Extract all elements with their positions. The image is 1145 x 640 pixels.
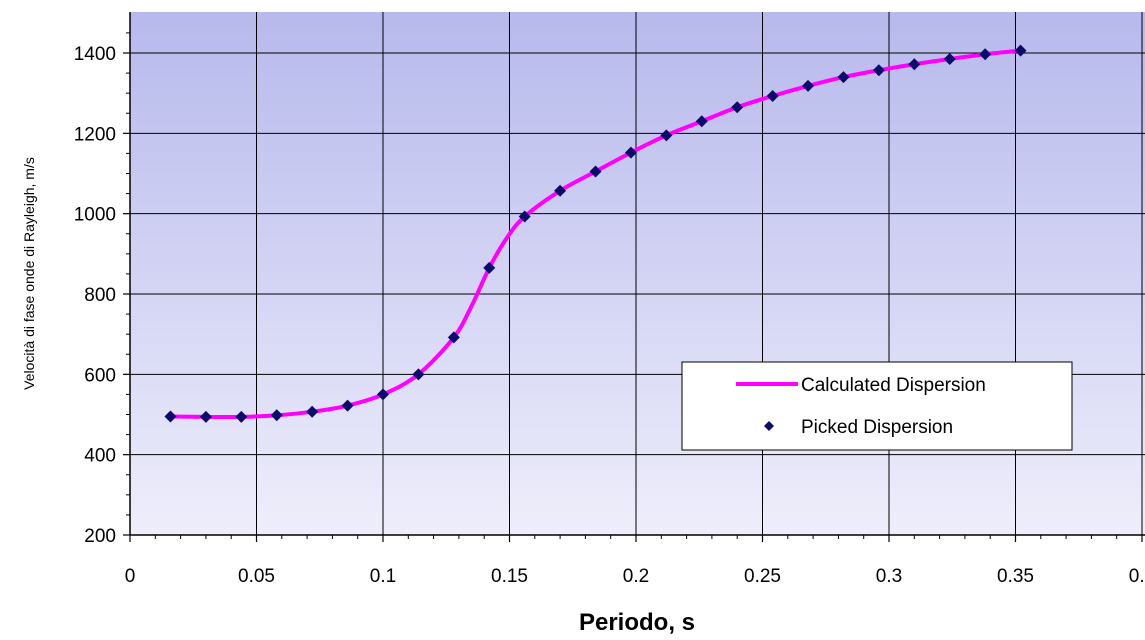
picked-dispersion-point: [979, 48, 992, 61]
x-tick-label: 0.2: [623, 566, 649, 587]
legend-box: [681, 361, 1073, 451]
legend-marker-swatch: [764, 421, 774, 431]
x-axis-ticks: 0 0.05 0.1 0.15 0.2 0.25 0.3 0.35 0.4: [125, 535, 1145, 587]
legend: Calculated Dispersion Picked Dispersion: [681, 361, 1073, 451]
picked-dispersion-point: [908, 58, 921, 71]
picked-dispersion-point: [235, 410, 248, 423]
y-tick-label: 600: [84, 365, 116, 386]
picked-dispersion-point: [306, 405, 319, 418]
x-tick-label: 0.25: [744, 566, 781, 587]
x-tick-label: 0.1: [370, 566, 396, 587]
x-tick-label: 0.4: [1129, 566, 1145, 587]
y-tick-label: 400: [84, 446, 116, 467]
picked-dispersion-point: [872, 64, 885, 77]
picked-dispersion-point: [164, 410, 177, 423]
picked-dispersion-point: [1014, 44, 1027, 57]
y-tick-label: 1400: [74, 44, 116, 65]
y-axis-ticks: 200 400 600 800 1000 1200 1400: [74, 32, 130, 547]
picked-dispersion-point: [943, 53, 956, 66]
x-tick-label: 0.15: [491, 566, 528, 587]
picked-dispersion-point: [377, 388, 389, 401]
picked-dispersion-point: [447, 331, 460, 344]
y-axis-label: Velocità di fase onde di Rayleigh, m/s: [21, 157, 37, 390]
legend-label-picked: Picked Dispersion: [801, 417, 953, 438]
picked-dispersion-point: [483, 261, 496, 274]
x-tick-label: 0.35: [997, 566, 1034, 587]
picked-dispersion-point: [731, 101, 744, 114]
x-axis-label: Periodo, s: [579, 609, 695, 636]
y-tick-label: 1200: [74, 124, 116, 145]
picked-dispersion-point: [518, 210, 531, 223]
picked-dispersion-point: [412, 368, 425, 381]
picked-dispersion-point: [341, 399, 354, 412]
picked-dispersion-point: [270, 409, 283, 422]
picked-dispersion-series: [164, 44, 1027, 423]
x-tick-label: 0: [125, 566, 136, 587]
picked-dispersion-point: [766, 89, 779, 102]
legend-label-calculated: Calculated Dispersion: [801, 375, 986, 396]
picked-dispersion-point: [589, 165, 602, 178]
y-tick-label: 200: [84, 526, 116, 547]
picked-dispersion-point: [199, 410, 212, 423]
picked-dispersion-point: [802, 79, 815, 92]
picked-dispersion-point: [554, 184, 567, 197]
picked-dispersion-point: [624, 146, 637, 159]
y-tick-label: 800: [84, 285, 116, 306]
x-tick-label: 0.3: [876, 566, 902, 587]
plot-area: [130, 12, 1145, 535]
picked-dispersion-point: [695, 115, 708, 128]
y-tick-label: 1000: [74, 205, 116, 226]
picked-dispersion-point: [837, 71, 850, 84]
picked-dispersion-point: [660, 129, 673, 142]
x-tick-label: 0.05: [238, 566, 275, 587]
